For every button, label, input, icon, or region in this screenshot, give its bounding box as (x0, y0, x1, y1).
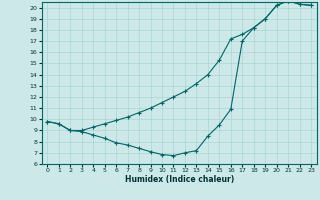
X-axis label: Humidex (Indice chaleur): Humidex (Indice chaleur) (124, 175, 234, 184)
